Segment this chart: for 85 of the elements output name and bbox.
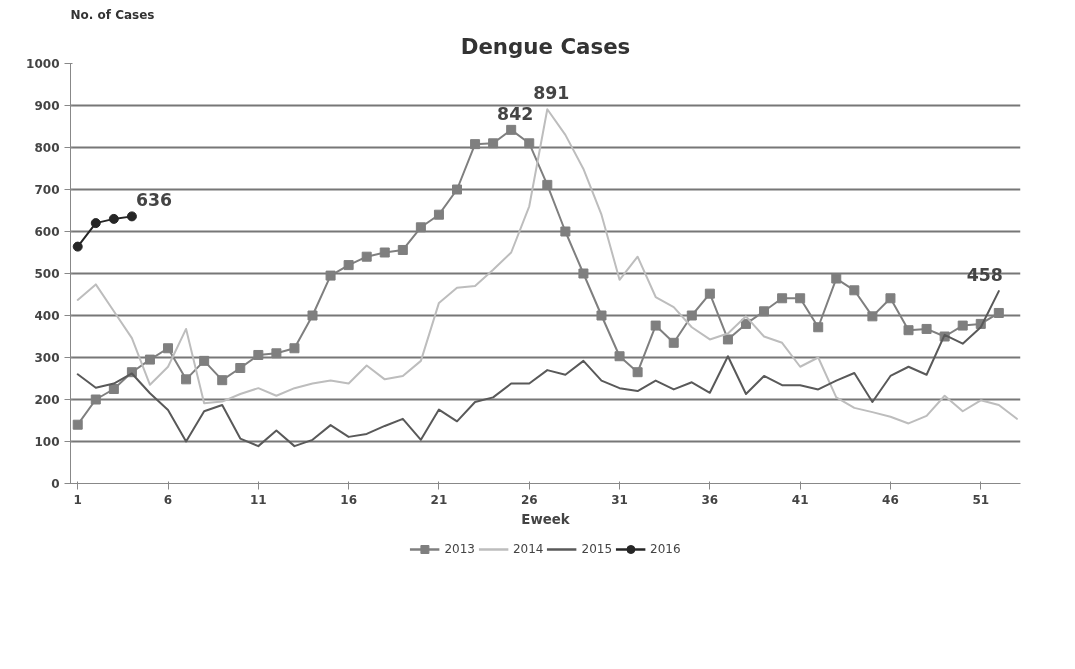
annotation: 891 xyxy=(533,83,570,104)
point xyxy=(650,320,661,331)
point xyxy=(397,244,408,255)
y-tick-label: 900 xyxy=(34,99,60,113)
point xyxy=(686,310,697,321)
point xyxy=(235,363,246,373)
point xyxy=(415,222,426,233)
y-tick-label: 1000 xyxy=(26,57,60,71)
y-tick-label: 800 xyxy=(34,141,60,155)
point xyxy=(163,343,174,354)
point xyxy=(488,138,499,149)
annotation: 842 xyxy=(497,103,534,124)
x-tick-label: 46 xyxy=(882,492,899,507)
point xyxy=(957,320,968,331)
point xyxy=(253,349,264,360)
point xyxy=(108,213,119,224)
point xyxy=(560,226,571,237)
point xyxy=(199,355,210,366)
point xyxy=(759,306,770,317)
x-tick-label: 11 xyxy=(249,492,267,507)
point xyxy=(181,374,192,385)
x-axis-title: Eweek xyxy=(521,511,571,527)
x-tick-label: 31 xyxy=(611,492,628,507)
point xyxy=(831,273,842,284)
point xyxy=(795,293,806,304)
legend-label: 2013 xyxy=(444,542,475,556)
point xyxy=(379,247,390,258)
y-tick-label: 200 xyxy=(34,393,60,407)
point xyxy=(343,260,354,271)
x-tick-label: 1 xyxy=(73,492,82,507)
point xyxy=(813,322,824,333)
point xyxy=(325,270,336,281)
point xyxy=(452,184,462,195)
annotation: 636 xyxy=(135,190,173,211)
point xyxy=(849,285,860,296)
point xyxy=(722,334,733,345)
point xyxy=(90,218,101,229)
point xyxy=(777,293,788,304)
point xyxy=(72,241,83,252)
point xyxy=(596,310,607,321)
x-tick-label: 26 xyxy=(520,492,538,507)
y-tick-label: 700 xyxy=(34,183,60,197)
point xyxy=(614,351,625,362)
point xyxy=(867,311,878,322)
point xyxy=(90,394,101,405)
x-tick-label: 36 xyxy=(701,492,719,507)
point xyxy=(668,337,679,348)
point xyxy=(289,343,300,354)
point xyxy=(885,293,896,304)
y-tick-label: 100 xyxy=(34,435,60,449)
y-axis-title: No. of Cases xyxy=(70,7,155,22)
point xyxy=(108,384,119,394)
point xyxy=(993,307,1004,318)
point xyxy=(361,251,372,262)
y-tick-label: 400 xyxy=(34,309,60,323)
point xyxy=(271,348,282,359)
legend-label: 2015 xyxy=(581,542,613,556)
point xyxy=(126,211,137,222)
x-tick-label: 51 xyxy=(972,492,990,507)
point xyxy=(524,138,535,149)
x-tick-label: 6 xyxy=(163,492,173,507)
legend-label: 2016 xyxy=(650,542,681,556)
point xyxy=(217,375,228,386)
x-tick-label: 41 xyxy=(791,492,809,507)
line-series xyxy=(76,290,1000,448)
chart-title: Dengue Cases xyxy=(460,33,631,59)
point xyxy=(433,209,444,220)
point xyxy=(72,419,83,430)
legend-label: 2014 xyxy=(512,542,544,556)
point xyxy=(470,139,481,150)
point xyxy=(144,354,155,365)
point xyxy=(704,288,715,299)
point xyxy=(578,268,589,279)
y-tick-label: 300 xyxy=(34,351,60,365)
y-tick-label: 500 xyxy=(34,267,60,281)
point xyxy=(921,323,932,334)
y-tick-label: 600 xyxy=(34,225,60,239)
y-tick-label: 0 xyxy=(51,477,60,491)
point xyxy=(506,124,517,135)
x-tick-label: 21 xyxy=(430,492,448,507)
x-tick-label: 16 xyxy=(340,492,357,507)
point xyxy=(903,325,914,336)
point xyxy=(307,310,318,321)
point xyxy=(542,179,553,190)
point xyxy=(632,367,643,378)
